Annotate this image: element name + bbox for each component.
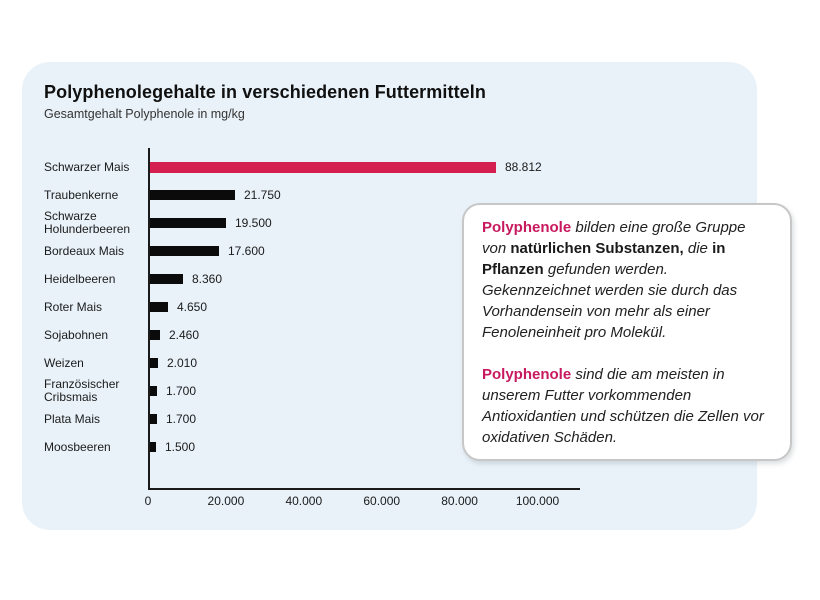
category-label: Schwarzer Mais	[44, 159, 130, 174]
category-label: Französischer Cribsmais	[44, 377, 120, 404]
bar	[150, 274, 183, 284]
category-label: Heidelbeeren	[44, 271, 116, 286]
chart-row: Sojabohnen 2.460	[44, 321, 624, 349]
bar	[150, 246, 219, 256]
category-label: Traubenkerne	[44, 187, 119, 202]
bar-wrap: 2.460	[150, 328, 199, 342]
chart-row: Moosbeeren 1.500	[44, 433, 624, 461]
bar	[150, 218, 226, 228]
category-label: Roter Mais	[44, 299, 103, 314]
bar-chart: Schwarzer Mais 88.812 Traubenkerne 21.750 Sc…	[44, 148, 624, 523]
value-label: 4.650	[177, 300, 208, 314]
x-tick-label: 20.000	[207, 494, 245, 508]
chart-row: Schwarze Holunderbeeren 19.500	[44, 209, 624, 237]
chart-row: Schwarzer Mais 88.812	[44, 153, 624, 181]
value-label: 1.500	[165, 440, 196, 454]
chart-rows: Schwarzer Mais 88.812 Traubenkerne 21.750 Sc…	[44, 153, 624, 461]
x-axis-ticks: 0 20.000 40.000 60.000 80.000 100.000	[44, 494, 624, 510]
text-segment: Polyphenole	[482, 366, 572, 383]
info-textbox: Polyphenole bilden eine große Gruppe von…	[462, 203, 792, 461]
text-segment: bilden eine große Gruppe von	[482, 219, 746, 257]
chart-row: Heidelbeeren 8.360	[44, 265, 624, 293]
x-tick-label: 40.000	[285, 494, 323, 508]
value-label: 2.460	[169, 328, 200, 342]
chart-row: Traubenkerne 21.750	[44, 181, 624, 209]
bar	[150, 302, 168, 312]
bar-wrap: 21.750	[150, 188, 281, 202]
text-segment: Polyphenole	[482, 219, 572, 236]
chart-row: Französischer Cribsmais 1.700	[44, 377, 624, 405]
x-tick-label: 60.000	[363, 494, 401, 508]
category-label: Schwarze Holunderbeeren	[44, 209, 131, 236]
bar	[150, 386, 157, 396]
bar-wrap: 2.010	[150, 356, 197, 370]
category-label: Bordeaux Mais	[44, 243, 125, 258]
value-label: 17.600	[228, 244, 265, 258]
bar-wrap: 1.700	[150, 384, 196, 398]
text-segment: in Pflanzen	[482, 240, 726, 278]
bar-wrap: 88.812	[150, 160, 542, 174]
value-label: 2.010	[167, 356, 198, 370]
bar-wrap: 4.650	[150, 300, 207, 314]
text-segment: sind die am meisten in unserem Futter vo…	[482, 366, 764, 446]
category-label: Weizen	[44, 355, 84, 370]
chart-row: Weizen 2.010	[44, 349, 624, 377]
x-tick-label: 100.000	[515, 494, 560, 508]
bar	[150, 190, 235, 200]
x-tick-label: 0	[144, 494, 152, 508]
bar-wrap: 1.500	[150, 440, 195, 454]
bar	[150, 358, 158, 368]
value-label: 8.360	[192, 272, 223, 286]
bar-wrap: 1.700	[150, 412, 196, 426]
text-segment: gefunden werden. Gekennzeichnet werden s…	[482, 261, 738, 341]
value-label: 1.700	[166, 412, 197, 426]
x-tick-label: 80.000	[441, 494, 478, 508]
value-label: 21.750	[244, 188, 281, 202]
bar	[150, 414, 157, 424]
category-label: Moosbeeren	[44, 439, 111, 454]
bar-wrap: 8.360	[150, 272, 222, 286]
chart-subtitle: Gesamtgehalt Polyphenole in mg/kg	[44, 107, 245, 121]
chart-title: Polyphenolegehalte in verschiedenen Futt…	[44, 82, 486, 102]
bar-wrap: 17.600	[150, 244, 265, 258]
text-segment: die	[683, 240, 713, 257]
chart-row: Plata Mais 1.700	[44, 405, 624, 433]
bar	[150, 161, 496, 173]
info-paragraph-2: Polyphenole sind die am meisten in unser…	[482, 364, 772, 448]
y-axis-line	[148, 148, 150, 488]
bar	[150, 330, 160, 340]
x-axis-line	[148, 488, 580, 490]
bar-wrap: 19.500	[150, 216, 272, 230]
chart-row: Bordeaux Mais 17.600	[44, 237, 624, 265]
bar	[150, 442, 156, 452]
category-label: Plata Mais	[44, 411, 101, 426]
value-label: 88.812	[505, 160, 542, 174]
value-label: 1.700	[166, 384, 197, 398]
text-segment: natürlichen Substanzen,	[510, 240, 684, 257]
value-label: 19.500	[235, 216, 272, 230]
chart-row: Roter Mais 4.650	[44, 293, 624, 321]
category-label: Sojabohnen	[44, 327, 109, 342]
info-paragraph-1: Polyphenole bilden eine große Gruppe von…	[482, 217, 772, 343]
